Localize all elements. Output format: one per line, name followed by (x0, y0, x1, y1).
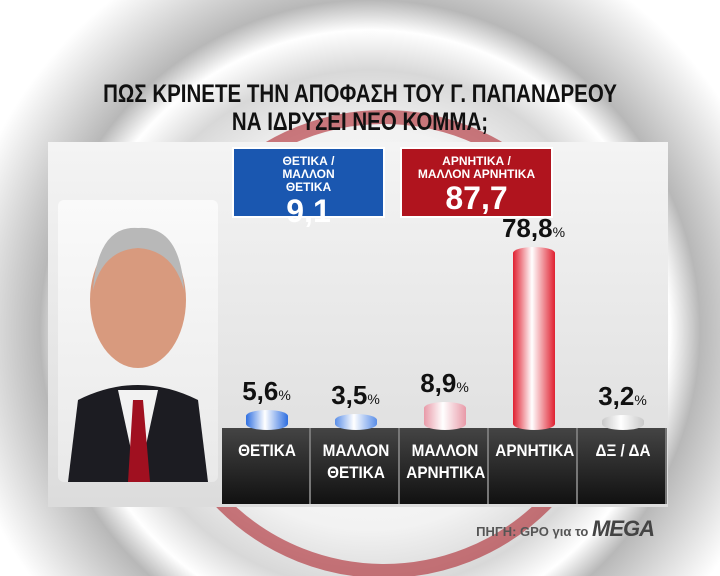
value-unit: % (456, 379, 469, 396)
value-unit: % (634, 391, 647, 408)
value-label: 3,2% (578, 381, 668, 412)
summary-label: ΑΡΝΗΤΙΚΑ / ΜΑΛΛΟΝ ΑΡΝΗΤΙΚΑ (417, 154, 536, 181)
x-tick-label: ΔΞ / ΔΑ (594, 441, 651, 460)
value-label: 8,9% (400, 368, 490, 399)
platform (578, 428, 667, 504)
x-tick-label: ΘΕΤΙΚΑ (237, 441, 296, 460)
logo: MEGA (592, 516, 655, 541)
platform (222, 428, 311, 504)
bar (245, 409, 288, 430)
x-tick-label: ΜΑΛΛΟΝ ΑΡΝΗΤΙΚΑ (405, 441, 485, 482)
bar (512, 247, 555, 430)
value-number: 8,9 (420, 368, 457, 399)
bar (601, 414, 644, 430)
source-text: ΠΗΓΗ: GPO για το (476, 524, 589, 539)
bar (334, 414, 377, 430)
platform (400, 428, 489, 504)
value-label: 3,5% (311, 380, 401, 411)
value-number: 3,5 (331, 380, 368, 411)
bar (423, 402, 466, 430)
photo (58, 200, 218, 482)
platform (311, 428, 400, 504)
value-number: 3,2 (598, 380, 635, 411)
value-label: 5,6% (222, 376, 312, 407)
value-unit: % (552, 224, 566, 241)
value-number: 78,8 (501, 213, 553, 244)
summary-negative: ΑΡΝΗΤΙΚΑ / ΜΑΛΛΟΝ ΑΡΝΗΤΙΚΑ 87,7 (400, 147, 553, 218)
value-unit: % (367, 391, 380, 408)
value-unit: % (278, 386, 291, 403)
value-number: 5,6 (242, 375, 279, 406)
value-label: 78,8% (489, 213, 579, 244)
summary-label: ΘΕΤΙΚΑ / ΜΑΛΛΟΝ ΘΕΤΙΚΑ (282, 154, 335, 194)
x-tick-label: ΑΡΝΗΤΙΚΑ (494, 441, 574, 460)
x-tick-label: ΜΑΛΛΟΝ ΘΕΤΙΚΑ (322, 441, 389, 482)
source: ΠΗΓΗ: GPO για το MEGA (476, 516, 655, 542)
portrait (68, 227, 208, 482)
platform (489, 428, 578, 504)
chart-title: ΠΩΣ ΚΡΙΝΕΤΕ ΤΗΝ ΑΠΟΦΑΣΗ ΤΟΥ Γ. ΠΑΠΑΝΔΡΕΟ… (103, 80, 617, 136)
summary-positive: ΘΕΤΙΚΑ / ΜΑΛΛΟΝ ΘΕΤΙΚΑ 9,1 (232, 147, 385, 228)
summary-value: 87,7 (445, 180, 508, 216)
summary-value: 9,1 (286, 193, 331, 229)
